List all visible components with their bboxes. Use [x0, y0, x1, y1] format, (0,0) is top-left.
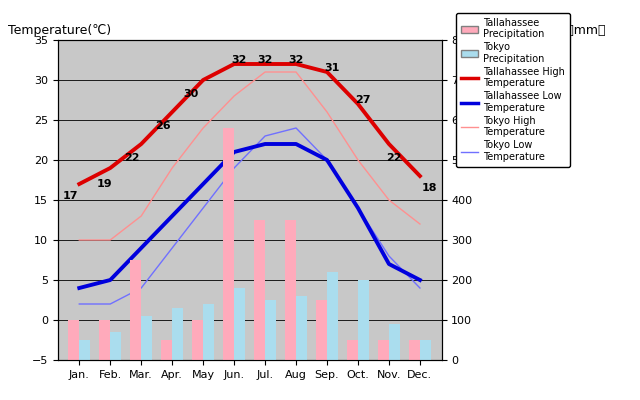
Text: 22: 22 [386, 153, 401, 163]
Bar [409, 340, 420, 360]
Bar [296, 296, 307, 360]
Bar [203, 304, 214, 360]
Legend: Tallahassee
Precipitation, Tokyo
Precipitation, Tallahassee High
Temperature, Ta: Tallahassee Precipitation, Tokyo Precipi… [456, 13, 570, 167]
Text: 32: 32 [289, 55, 304, 65]
Bar [68, 320, 79, 360]
Text: Precipitation（mm）: Precipitation（mm） [489, 24, 607, 38]
Bar [389, 324, 400, 360]
Bar [254, 220, 265, 360]
Bar [172, 308, 183, 360]
Bar [327, 272, 338, 360]
Bar [110, 332, 121, 360]
Bar [192, 320, 203, 360]
Text: 18: 18 [422, 183, 437, 193]
Text: Temperature(℃): Temperature(℃) [8, 24, 111, 38]
Text: 19: 19 [96, 179, 112, 189]
Text: 26: 26 [155, 121, 171, 131]
Bar [131, 260, 141, 360]
Text: 31: 31 [324, 63, 339, 73]
Bar [420, 340, 431, 360]
Bar [161, 340, 172, 360]
Bar [378, 340, 389, 360]
Text: 17: 17 [62, 191, 77, 201]
Bar [347, 340, 358, 360]
Bar [141, 316, 152, 360]
Bar [316, 300, 327, 360]
Bar [223, 128, 234, 360]
Bar [99, 320, 110, 360]
Bar [79, 340, 90, 360]
Bar [234, 288, 245, 360]
Text: 30: 30 [183, 89, 198, 99]
Text: 32: 32 [231, 55, 246, 65]
Text: 22: 22 [124, 153, 140, 163]
Bar [265, 300, 276, 360]
Text: 27: 27 [355, 95, 371, 105]
Text: 32: 32 [257, 55, 273, 65]
Bar [358, 280, 369, 360]
Bar [285, 220, 296, 360]
